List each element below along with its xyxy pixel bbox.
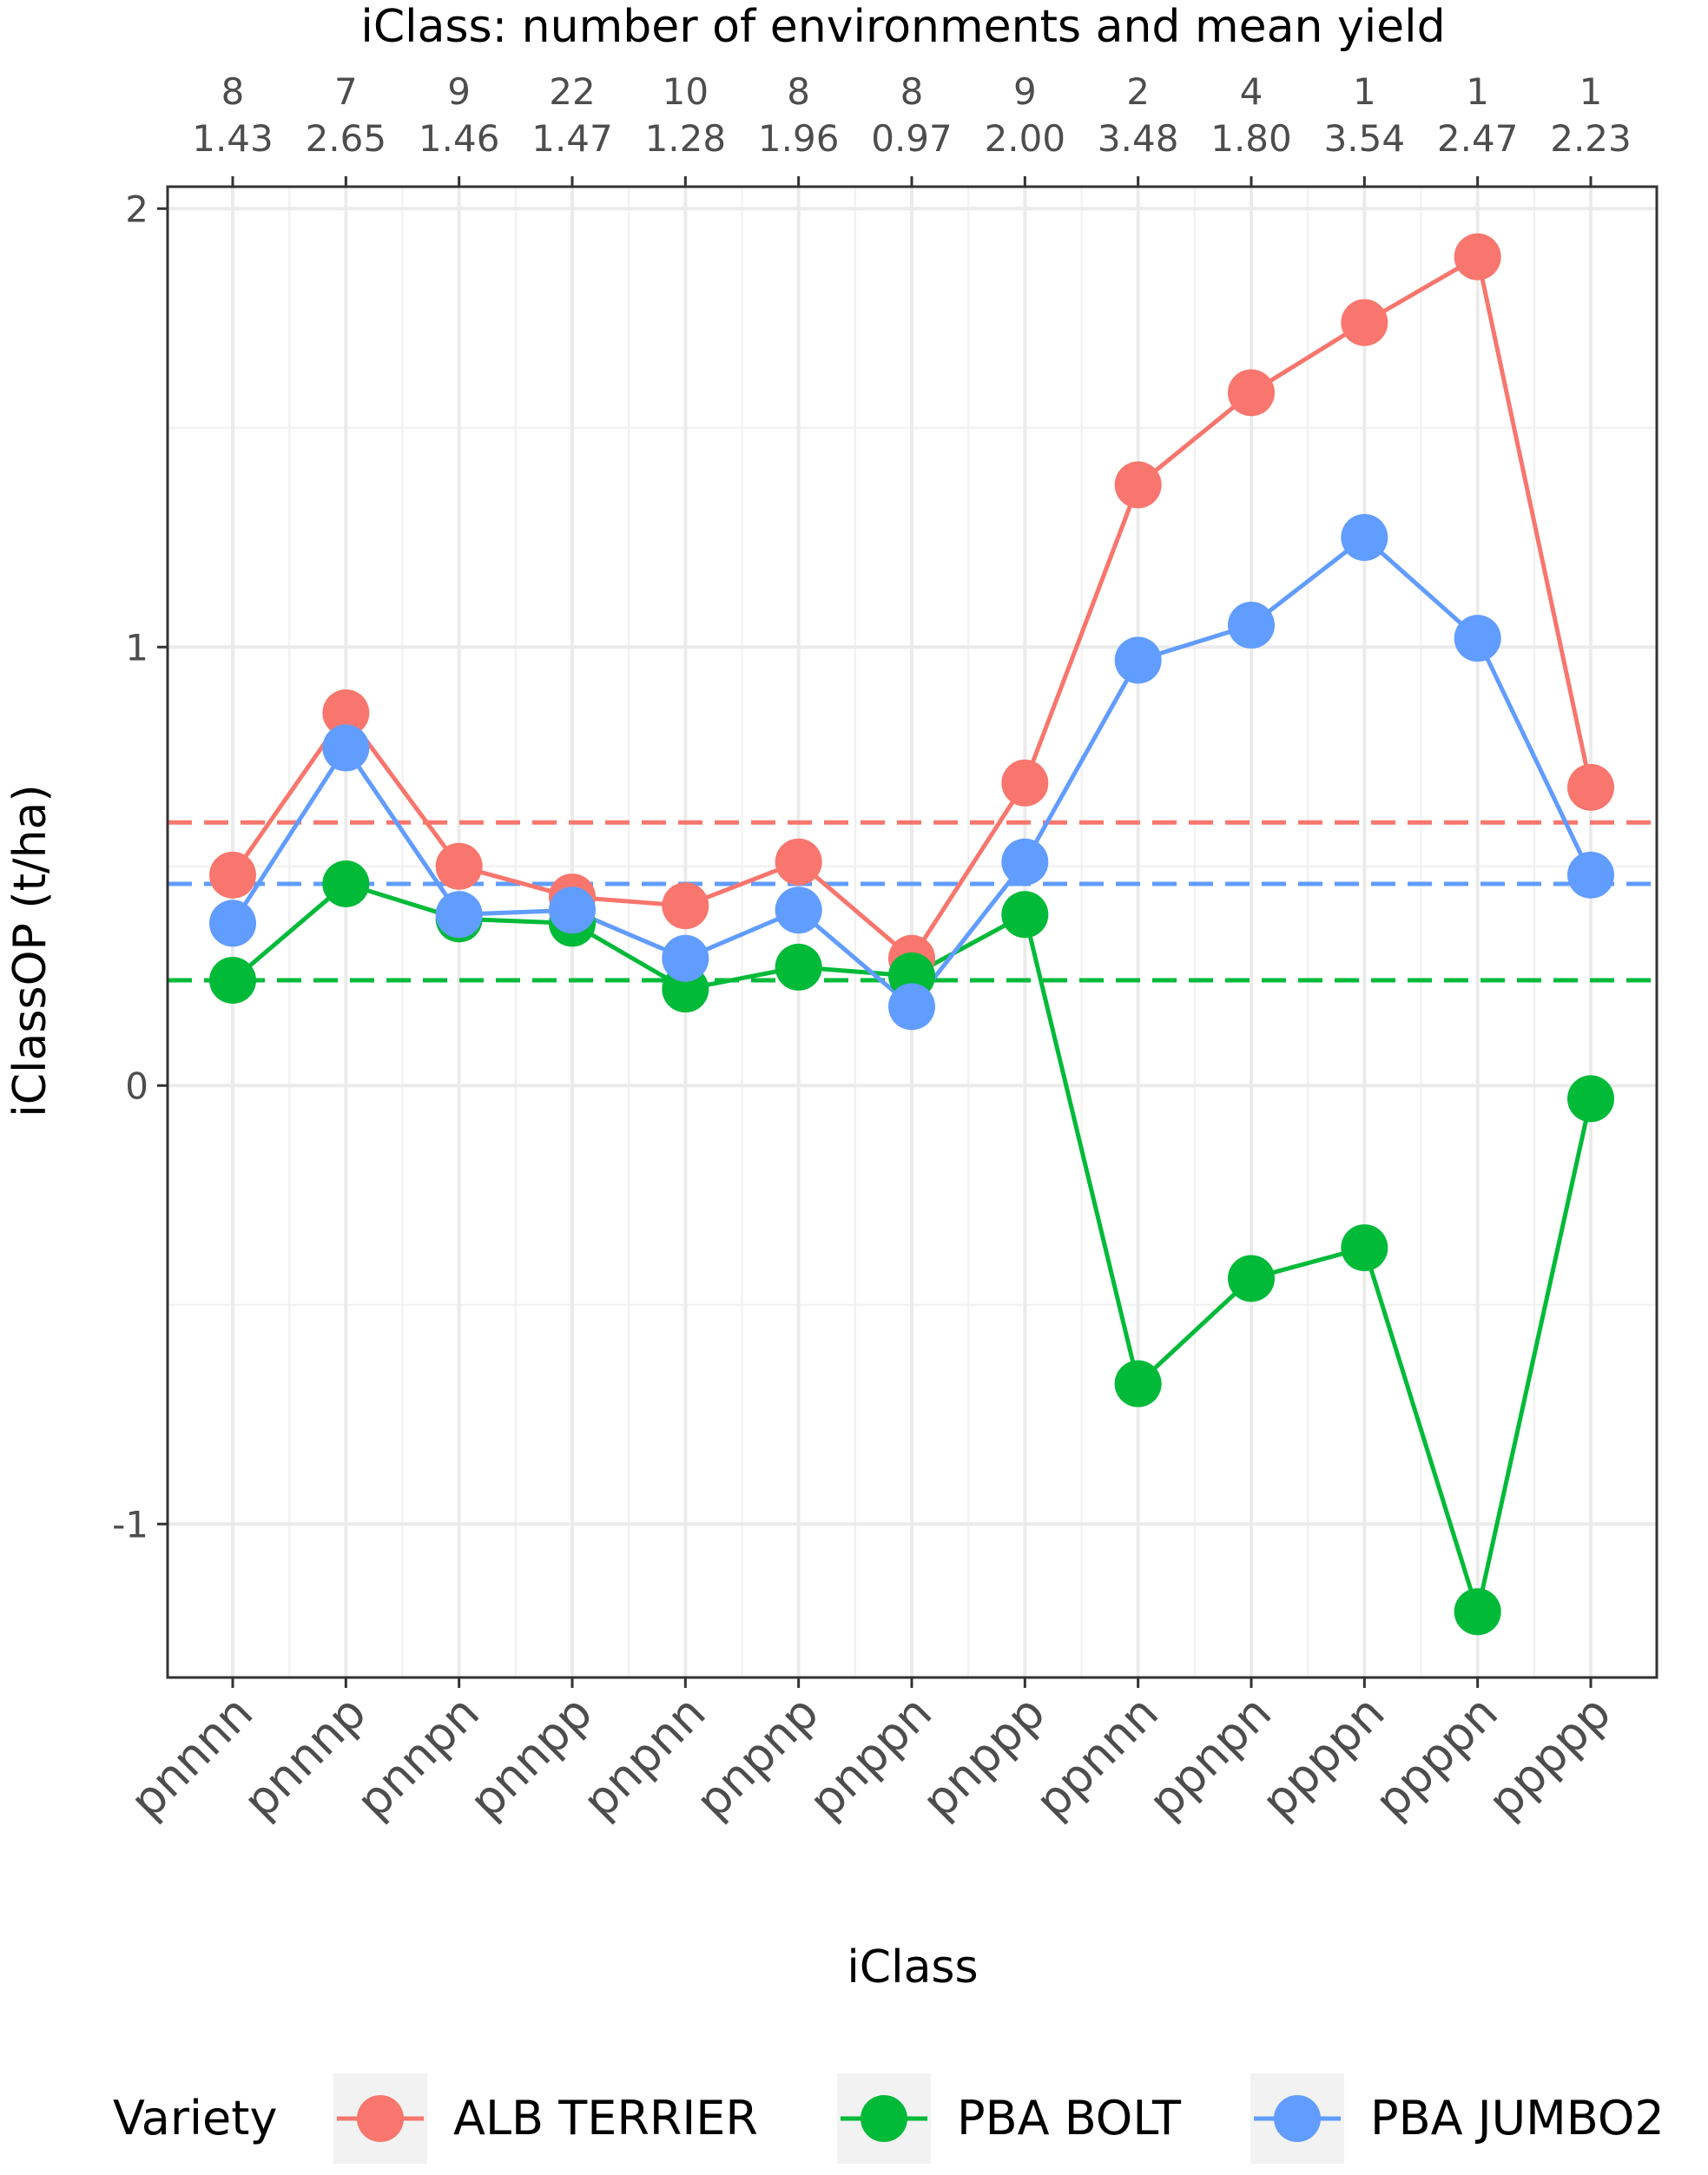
top-tick-count: 1 [1353,70,1376,113]
top-tick-count: 1 [1466,70,1489,113]
top-tick-count: 8 [900,70,924,113]
data-point [435,842,483,890]
data-point [209,851,256,899]
top-tick-mean: 1.43 [192,117,274,160]
top-tick-count: 2 [1126,70,1150,113]
x-tick-label: pnppn [799,1685,943,1829]
x-tick-label: ppppp [1477,1685,1621,1829]
data-point [322,860,370,907]
legend-key-point [1274,2095,1321,2142]
x-tick-label: ppnpn [1138,1685,1283,1829]
data-point [1567,1075,1614,1123]
top-tick-mean: 0.97 [871,117,953,160]
data-point [1228,1255,1275,1302]
data-point [1341,1224,1388,1272]
legend: Variety ALB TERRIER PBA BOLT PBA JUMBO2 [113,2073,1665,2164]
x-tick-label: pnpnn [572,1685,716,1829]
legend-label: ALB TERRIER [453,2091,758,2145]
data-point [1454,615,1501,662]
x-tick-label: pnnpn [346,1685,490,1829]
data-point [1114,1360,1162,1407]
top-tick-mean: 1.80 [1210,117,1292,160]
data-point [662,934,709,982]
top-tick-count: 9 [447,70,471,113]
top-tick-count: 9 [1013,70,1037,113]
top-tick-count: 8 [787,70,810,113]
data-point [549,886,596,934]
data-point [775,886,822,934]
top-tick-mean: 2.23 [1550,117,1632,160]
data-point [322,689,370,736]
legend-label: PBA BOLT [957,2091,1182,2145]
data-point [1454,1588,1501,1636]
legend-label: PBA JUMBO2 [1370,2091,1665,2145]
data-point [1567,851,1614,899]
top-tick-mean: 2.47 [1437,117,1519,160]
x-tick-label: pnpnp [685,1685,829,1829]
y-tick-label: 2 [125,188,148,230]
x-tick-label: ppppn [1364,1685,1508,1829]
data-point [1228,602,1275,649]
top-axis-title: iClass: number of environments and mean … [360,1,1445,53]
x-axis-title: iClass [847,1941,978,1994]
data-point [1567,763,1614,811]
data-point [662,882,709,930]
x-tick-label: ppnnn [1025,1685,1169,1829]
top-tick-mean: 1.28 [645,117,727,160]
top-tick-count: 1 [1579,70,1603,113]
legend-title: Variety [113,2091,277,2145]
data-point [209,957,256,1005]
y-tick-label: -1 [112,1503,148,1546]
top-tick-count: 4 [1240,70,1263,113]
data-point [322,724,370,772]
data-point [209,900,256,947]
data-point [775,838,822,886]
top-tick-mean: 2.65 [306,117,387,160]
data-point [775,943,822,991]
top-tick-count: 22 [549,70,595,113]
x-tick-label: pnnnn [120,1685,264,1829]
legend-key-point [861,2095,907,2142]
y-tick-label: 1 [125,626,148,669]
data-point [1001,759,1049,807]
top-tick-mean: 3.54 [1324,117,1406,160]
top-tick-mean: 1.47 [531,117,613,160]
top-tick-count: 7 [334,70,358,113]
data-point [1341,299,1388,346]
top-tick-count: 10 [663,70,709,113]
x-tick-label: pnnnp [233,1685,377,1829]
data-point [1001,891,1049,939]
top-tick-mean: 1.96 [758,117,840,160]
y-axis-title: iClassOP (t/ha) [4,784,56,1117]
data-points [209,233,1614,1636]
data-point [1228,369,1275,417]
data-point [1114,636,1162,684]
legend-key-point [357,2095,404,2142]
top-tick-count: 8 [221,70,245,113]
data-point [1341,514,1388,561]
y-tick-label: 0 [125,1064,148,1107]
data-point [435,891,483,939]
data-point [1114,461,1162,509]
data-point [1454,233,1501,280]
x-tick-label: pnppp [912,1685,1056,1829]
top-tick-mean: 3.48 [1098,117,1179,160]
x-tick-label: ppppn [1251,1685,1395,1829]
data-point [1001,838,1049,886]
data-point [888,983,935,1031]
top-tick-mean: 1.46 [419,117,500,160]
x-tick-label: pnnpp [459,1685,603,1829]
top-tick-mean: 2.00 [985,117,1066,160]
